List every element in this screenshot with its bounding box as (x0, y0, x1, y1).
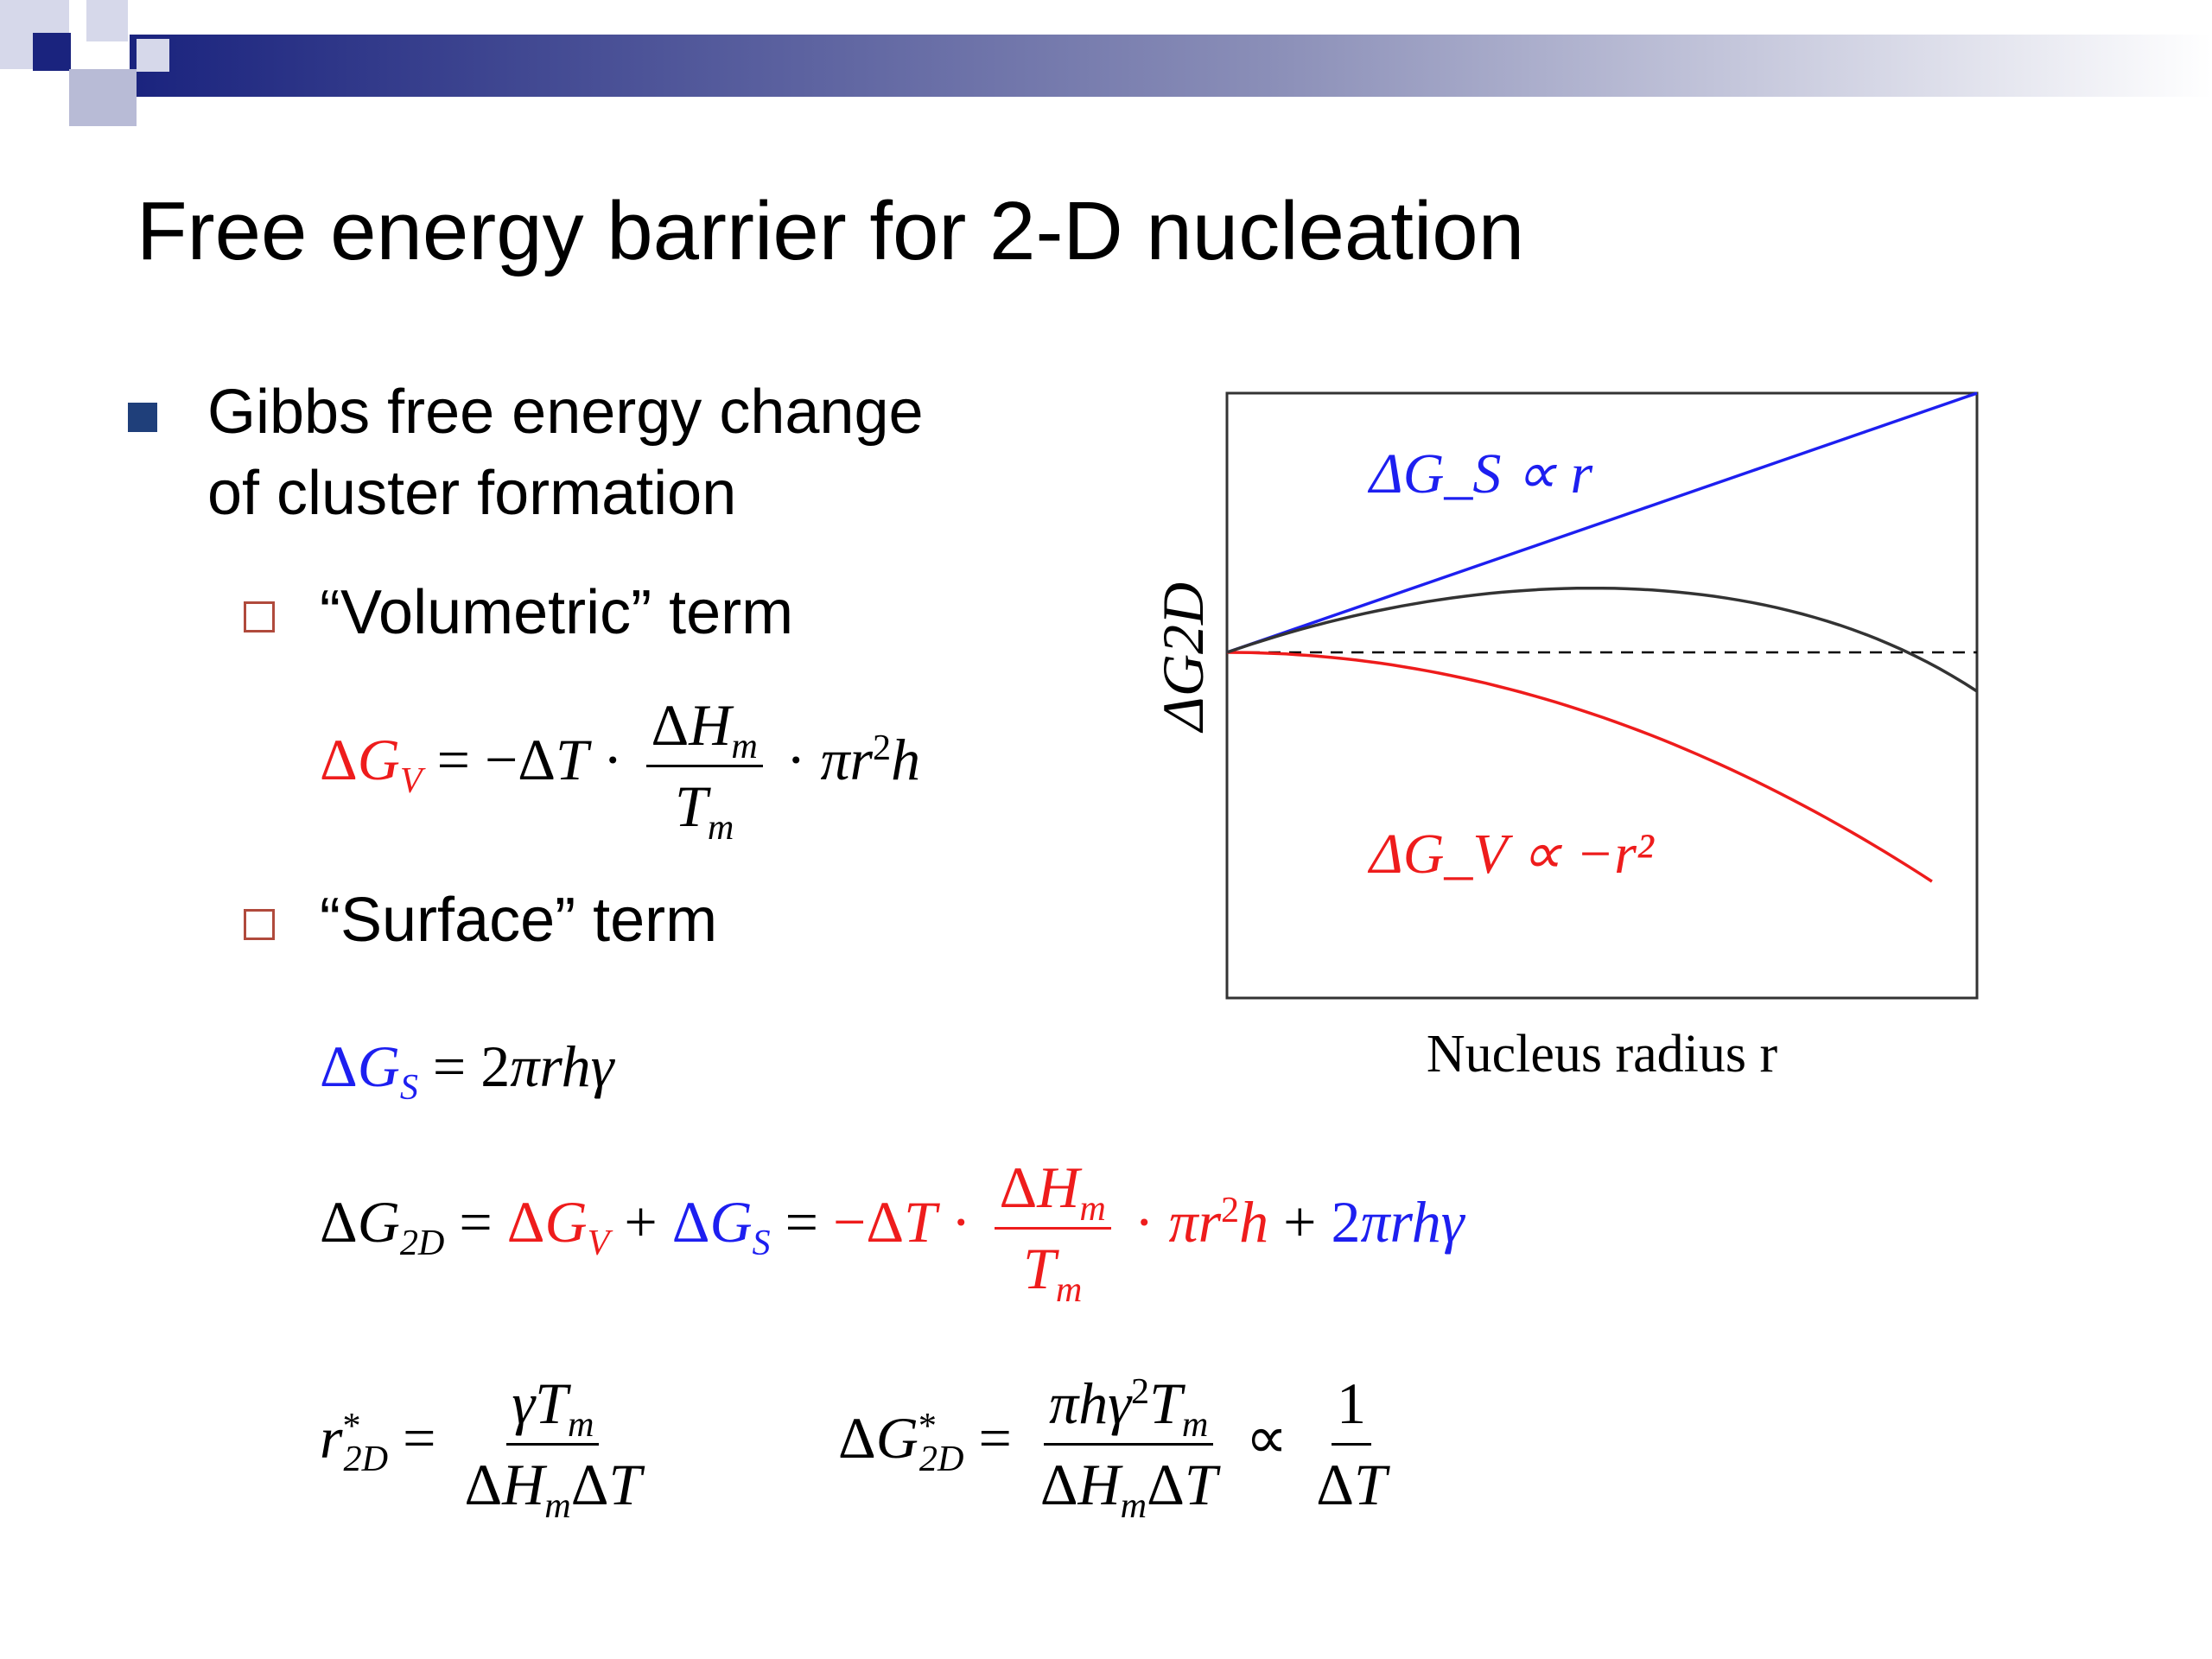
y-axis-label: ΔG2D (1150, 582, 1216, 734)
slide-title: Free energy barrier for 2-D nucleation (137, 185, 1525, 277)
header-band (0, 0, 2212, 130)
bullet-line-1: Gibbs free energy change (207, 378, 924, 447)
annotation-volumetric: ΔG_V ∝ −r² (1367, 823, 1655, 886)
sub-bullet-box-icon (244, 909, 275, 940)
series-line-1 (1226, 651, 1933, 883)
chart-svg: ΔG2D Nucleus radius r ΔG_S ∝ r ΔG_V ∝ −r² (1150, 391, 1979, 1084)
x-axis-label: Nucleus radius r (1427, 1025, 1778, 1084)
bullet-square-icon (128, 403, 157, 432)
equation-volumetric: ΔGV = −ΔT · ΔHm Tm · πr2h (320, 692, 921, 848)
annotation-surface: ΔG_S ∝ r (1367, 442, 1593, 505)
sub-bullet-box-icon (244, 601, 275, 632)
plot-frame (1225, 391, 1979, 1000)
equation-total: ΔG2D = ΔGV + ΔGS = −ΔT · ΔHm Tm · πr2h + … (320, 1154, 1465, 1310)
equation-surface: ΔGS = 2πrhγ (320, 1033, 614, 1108)
sub-bullet-volumetric: “Volumetric” term (320, 578, 794, 647)
bullet-line-2: of cluster formation (207, 459, 737, 528)
equation-critical-radius: r*2D = γTm ΔHmΔT (320, 1370, 642, 1526)
sub-bullet-surface: “Surface” term (320, 886, 718, 955)
bullet-text: Gibbs free energy change of cluster form… (207, 372, 924, 534)
free-energy-chart: ΔG2D Nucleus radius r ΔG_S ∝ r ΔG_V ∝ −r² (1106, 380, 2005, 1106)
series-line-2 (1226, 586, 1978, 693)
equation-critical-energy: ΔG*2D = πhγ2Tm ΔHmΔT ∝ 1 ΔT (838, 1370, 1387, 1526)
series-line-0 (1226, 391, 1978, 654)
